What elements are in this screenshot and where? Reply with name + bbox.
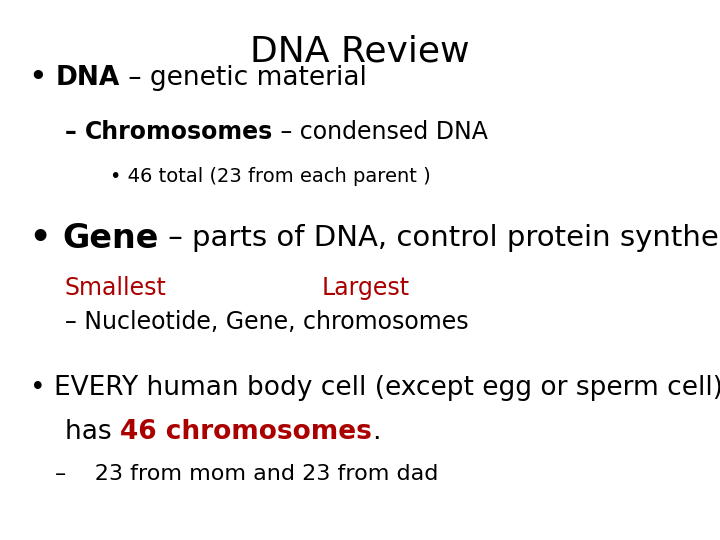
Text: • 46 total (23 from each parent ): • 46 total (23 from each parent ) xyxy=(110,166,431,186)
Text: has: has xyxy=(65,419,120,445)
Text: •: • xyxy=(30,221,63,254)
Text: Smallest: Smallest xyxy=(65,276,167,300)
Text: Chromosomes: Chromosomes xyxy=(85,120,274,144)
Text: Gene: Gene xyxy=(63,221,159,254)
Text: – genetic material: – genetic material xyxy=(120,65,367,91)
Text: DNA: DNA xyxy=(56,65,120,91)
Text: – Nucleotide, Gene, chromosomes: – Nucleotide, Gene, chromosomes xyxy=(65,310,469,334)
Text: Largest: Largest xyxy=(322,276,410,300)
Text: – parts of DNA, control protein synthesis: – parts of DNA, control protein synthesi… xyxy=(159,224,720,252)
Text: 46 chromosomes: 46 chromosomes xyxy=(120,419,372,445)
Text: DNA Review: DNA Review xyxy=(251,35,469,69)
Text: –    23 from mom and 23 from dad: – 23 from mom and 23 from dad xyxy=(55,464,438,484)
Text: •: • xyxy=(30,65,56,91)
Text: – condensed DNA: – condensed DNA xyxy=(274,120,488,144)
Text: • EVERY human body cell (except egg or sperm cell): • EVERY human body cell (except egg or s… xyxy=(30,375,720,401)
Text: –: – xyxy=(65,120,85,144)
Text: .: . xyxy=(372,419,380,445)
